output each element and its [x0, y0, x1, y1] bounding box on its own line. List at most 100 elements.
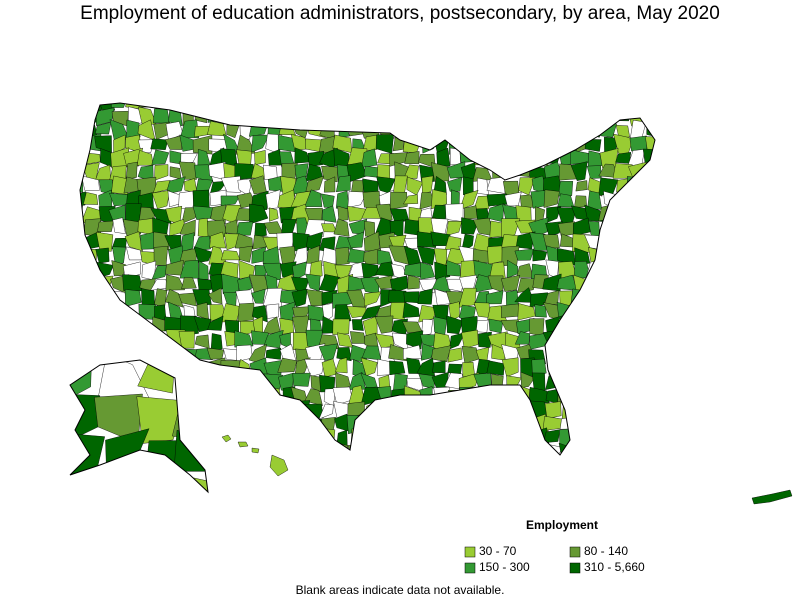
map-area — [237, 302, 255, 322]
map-area — [178, 161, 197, 180]
map-area — [654, 223, 655, 236]
map-area — [265, 347, 282, 360]
map-area — [122, 219, 142, 236]
map-area — [305, 458, 325, 476]
map-area — [109, 318, 126, 331]
map-area — [458, 134, 480, 153]
map-area — [517, 277, 536, 294]
map-area — [97, 307, 113, 323]
map-area — [642, 429, 655, 448]
map-area — [586, 456, 604, 476]
map-area — [94, 121, 112, 135]
map-area — [291, 456, 308, 476]
map-area — [601, 442, 615, 455]
map-area — [615, 151, 632, 164]
map-area — [277, 357, 298, 373]
map-area — [364, 291, 382, 307]
map-area — [406, 330, 424, 350]
map-area — [318, 343, 338, 361]
map-area — [475, 120, 489, 139]
map-area — [657, 234, 675, 251]
map-area — [80, 245, 87, 267]
map-area — [262, 415, 279, 433]
map-area — [194, 334, 210, 349]
map-area — [80, 289, 84, 309]
map-area — [207, 443, 226, 455]
map-area — [304, 359, 326, 377]
map-area — [221, 103, 241, 112]
map-area — [169, 166, 182, 180]
map-area — [374, 315, 394, 334]
map-area — [431, 189, 447, 210]
map-area — [291, 109, 312, 123]
map-area — [447, 347, 463, 363]
map-area — [236, 402, 254, 421]
map-area — [660, 261, 675, 276]
legend-swatch — [569, 562, 581, 574]
map-area — [557, 329, 577, 350]
map-area — [406, 176, 424, 196]
map-area — [153, 246, 168, 266]
map-area — [448, 390, 466, 406]
map-area — [657, 442, 673, 462]
map-area — [642, 260, 655, 277]
map-area — [543, 457, 563, 473]
map-area — [489, 103, 507, 109]
map-area — [254, 150, 266, 165]
map-area — [321, 247, 337, 266]
map-area — [444, 427, 463, 449]
map-area — [587, 344, 603, 359]
map-area — [361, 415, 382, 432]
map-area — [575, 103, 591, 110]
map-area — [543, 189, 560, 208]
map-area — [571, 316, 592, 335]
map-area — [389, 191, 408, 210]
map-area — [417, 457, 435, 473]
map-area — [112, 217, 126, 234]
map-area — [603, 304, 615, 322]
legend-swatch — [464, 546, 476, 558]
map-area — [575, 180, 588, 192]
map-area — [588, 329, 606, 348]
map-area — [477, 177, 489, 195]
map-area — [151, 457, 167, 473]
map-area — [515, 103, 536, 113]
map-area — [461, 329, 479, 349]
map-area — [446, 315, 464, 335]
map-area — [113, 134, 126, 155]
map-area — [560, 357, 576, 376]
map-area — [514, 331, 531, 345]
map-area — [81, 175, 100, 191]
map-area — [193, 415, 214, 433]
map-area — [350, 331, 366, 344]
map-area — [321, 458, 335, 473]
map-area — [501, 442, 521, 455]
map-area — [206, 415, 225, 432]
map-area — [236, 458, 253, 472]
map-area — [640, 415, 655, 434]
map-area — [207, 315, 224, 331]
map-area — [543, 135, 562, 153]
map-area — [616, 402, 629, 420]
map-area — [640, 274, 655, 295]
map-area — [603, 333, 617, 350]
map-area — [251, 443, 269, 455]
map-area — [473, 103, 494, 112]
map-area — [195, 390, 211, 405]
map-area — [448, 103, 464, 113]
map-area — [420, 262, 435, 280]
map-area — [320, 108, 338, 127]
map-area — [138, 103, 156, 108]
map-area — [403, 428, 422, 449]
map-area — [598, 427, 614, 446]
map-area — [544, 105, 562, 123]
map-area — [463, 205, 478, 220]
map-area — [404, 151, 420, 165]
map-area — [321, 103, 338, 110]
map-area — [375, 103, 391, 109]
map-area — [529, 458, 545, 473]
map-area — [545, 376, 560, 390]
map-area — [263, 401, 283, 420]
map-area — [570, 442, 589, 455]
